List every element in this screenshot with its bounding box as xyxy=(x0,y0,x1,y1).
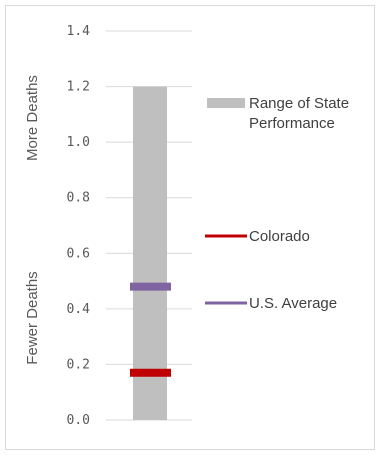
y-tick-label: 0.4 xyxy=(67,302,91,317)
y-tick-label: 0.2 xyxy=(67,357,90,372)
legend-label: Range of State xyxy=(249,95,349,112)
y-tick-label: 0.8 xyxy=(67,191,90,206)
state-range-bar xyxy=(133,86,167,421)
legend-label: Colorado xyxy=(249,228,310,245)
plot-area xyxy=(130,86,171,421)
y-tick-label: 0.6 xyxy=(67,246,90,261)
legend-swatch-line xyxy=(205,234,247,238)
colorado-marker xyxy=(130,368,171,377)
legend-swatch-line xyxy=(205,301,247,305)
fewer-deaths-label: Fewer Deaths xyxy=(24,271,41,364)
y-tick-label: 1.0 xyxy=(67,135,90,150)
legend-label: U.S. Average xyxy=(249,295,337,312)
y-tick-label: 1.2 xyxy=(67,80,90,95)
legend: Range of State Performance Colorado U.S. Av… xyxy=(205,95,349,312)
more-deaths-label: More Deaths xyxy=(24,75,41,161)
legend-label: Performance xyxy=(249,115,335,132)
y-axis-ticks: 0.0 0.2 0.4 0.6 0.8 1.0 1.2 1.4 xyxy=(67,24,91,428)
chart-frame xyxy=(5,5,375,450)
legend-swatch-range xyxy=(207,98,245,108)
y-tick-label: 1.4 xyxy=(67,24,91,39)
y-tick-label: 0.0 xyxy=(67,413,90,428)
u-s-average-marker xyxy=(130,282,171,291)
